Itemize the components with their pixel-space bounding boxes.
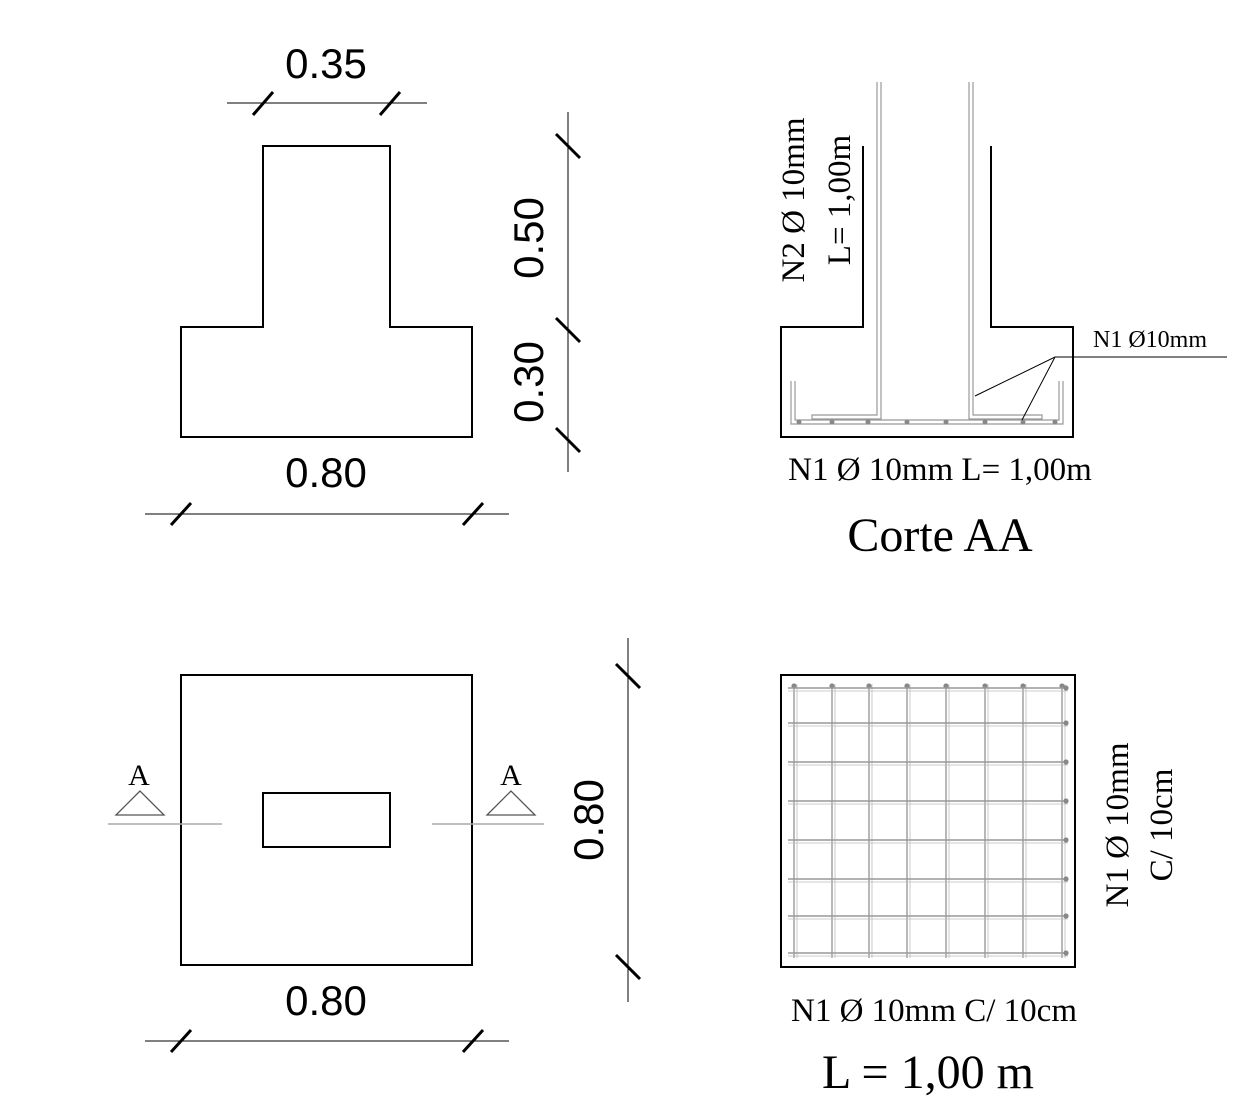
section-title: Corte AA [847, 509, 1033, 562]
dim-tick [614, 953, 642, 981]
rebar-end-dot [1063, 798, 1069, 804]
label-n1-length: N1 Ø 10mm L= 1,00m [788, 452, 1092, 488]
section-outline [780, 146, 1074, 438]
rebar-n1-bottom [790, 381, 1064, 425]
rebar-n2-right [968, 82, 1043, 420]
mesh-outline [780, 674, 1076, 968]
dim-column-height: 0.50 [505, 197, 552, 279]
dim-tick [554, 316, 582, 344]
dim-tick [251, 91, 275, 116]
rebar-end-dot [1063, 913, 1069, 919]
dim-tick [461, 1028, 485, 1054]
rebar-n1-dots [796, 419, 1058, 425]
label-n1-callout: N1 Ø10mm [1093, 327, 1207, 353]
dim-tick [169, 1028, 193, 1054]
leader-n1-branch [1021, 356, 1056, 421]
plan-view: A A 0.80 0.80 [108, 638, 642, 1054]
column-plan-outline [262, 792, 391, 848]
dim-tick [378, 91, 402, 116]
dim-tick [614, 662, 642, 690]
label-mesh-length: L = 1,00 m [822, 1046, 1034, 1096]
label-n2-length: L= 1,00m [822, 134, 858, 265]
rebar-end-dot [1063, 720, 1069, 726]
dim-top-width: 0.35 [285, 40, 367, 87]
dim-base-width: 0.80 [285, 449, 367, 496]
section-marker-left-icon [114, 790, 166, 816]
label-mesh-spacing: C/ 10cm [1144, 768, 1180, 881]
rebar-end-dot [1063, 837, 1069, 843]
rebar-n1-bottom-inner [794, 381, 1060, 421]
rebar-end-dot [1063, 950, 1069, 956]
rebar-mesh-bars [788, 683, 1069, 958]
dim-tick [554, 426, 582, 454]
rebar-n2-left [811, 82, 882, 420]
rebar-mesh-view: N1 Ø 10mm C/ 10cm N1 Ø 10mm C/ 10cm L = … [780, 674, 1180, 1096]
section-aa-view: N1 Ø10mm N2 Ø 10mm L= 1,00m N1 Ø 10mm L=… [776, 82, 1227, 562]
dim-tick [461, 501, 485, 527]
section-marker-left-label: A [128, 759, 150, 792]
label-mesh-bottom: N1 Ø 10mm C/ 10cm [791, 993, 1077, 1029]
rebar-end-dot [1063, 759, 1069, 765]
footing-plan-outline [180, 674, 473, 966]
rebar-end-dot [1063, 685, 1069, 691]
label-n2-diameter: N2 Ø 10mm [776, 117, 812, 282]
dim-plan-depth: 0.80 [565, 779, 612, 861]
dim-tick [169, 501, 193, 527]
rebar-end-dot [1063, 876, 1069, 882]
elevation-view: 0.35 0.50 0.30 0.80 [145, 40, 582, 527]
footing-elevation-outline [180, 145, 473, 438]
section-marker-right-label: A [500, 759, 522, 792]
dim-tick [554, 132, 582, 160]
section-marker-right-icon [485, 790, 537, 816]
dim-base-height: 0.30 [505, 341, 552, 423]
label-mesh-diameter: N1 Ø 10mm [1100, 742, 1136, 907]
leader-n1 [974, 356, 1227, 397]
dim-plan-width: 0.80 [285, 977, 367, 1024]
